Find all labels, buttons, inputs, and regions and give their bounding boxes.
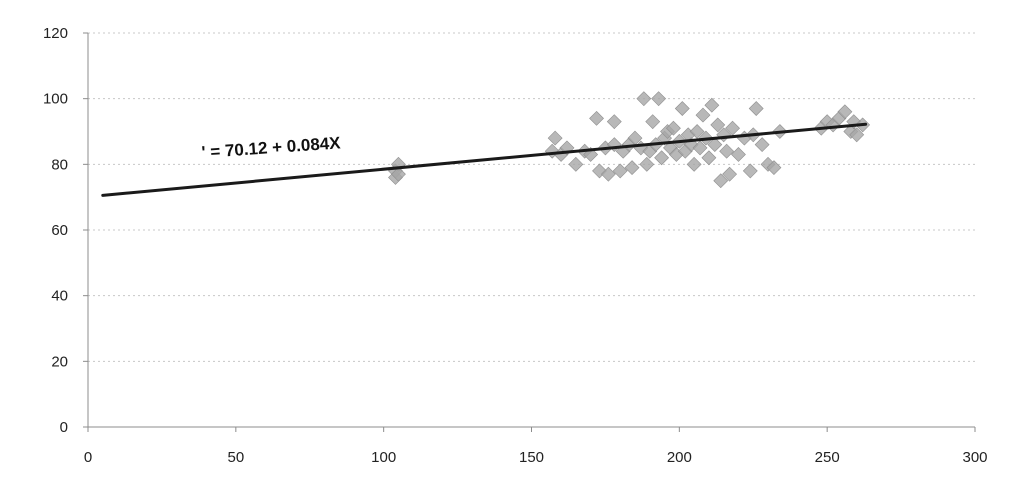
- x-tick-label: 200: [667, 449, 692, 466]
- data-point: [568, 156, 584, 172]
- data-point: [849, 127, 865, 143]
- data-point: [665, 120, 681, 136]
- data-points: [388, 91, 871, 189]
- data-point: [547, 130, 563, 146]
- y-tick-label: 0: [60, 419, 68, 436]
- y-tick-label: 80: [51, 156, 68, 173]
- data-point: [748, 101, 764, 116]
- data-point: [654, 150, 670, 166]
- data-point: [636, 91, 652, 107]
- x-tick-label: 300: [962, 449, 987, 466]
- y-tick-label: 40: [51, 288, 68, 305]
- data-point: [674, 101, 690, 116]
- data-point: [692, 140, 708, 156]
- data-point: [606, 114, 622, 130]
- x-tick-label: 150: [519, 449, 544, 466]
- data-point: [645, 114, 661, 130]
- data-point: [612, 163, 628, 179]
- y-axis: 0 20 40 60 80 100 120: [43, 25, 89, 436]
- data-point: [686, 156, 702, 172]
- data-point: [701, 150, 717, 166]
- data-point: [766, 160, 782, 176]
- data-point: [722, 166, 738, 182]
- data-point: [624, 160, 640, 176]
- x-axis: 0 50 100 150 200 250 300: [84, 426, 988, 466]
- data-point: [731, 147, 746, 162]
- data-point: [704, 97, 720, 113]
- data-point: [600, 166, 616, 182]
- data-point: [713, 173, 729, 189]
- y-tick-label: 100: [43, 91, 68, 108]
- data-point: [710, 117, 726, 133]
- x-tick-label: 250: [815, 449, 840, 466]
- data-point: [837, 104, 853, 120]
- y-tick-label: 60: [51, 222, 68, 239]
- data-point: [589, 110, 604, 126]
- data-point: [742, 163, 758, 179]
- data-point: [719, 143, 735, 159]
- x-tick-label: 0: [84, 449, 92, 466]
- y-tick-label: 120: [43, 25, 68, 42]
- x-tick-label: 100: [371, 449, 396, 466]
- data-point: [695, 107, 711, 123]
- y-tick-label: 20: [51, 353, 68, 370]
- trendline-group: [101, 122, 868, 197]
- data-point: [639, 156, 655, 172]
- data-point: [707, 137, 723, 153]
- data-point: [754, 137, 770, 153]
- data-point: [391, 166, 406, 182]
- data-point: [651, 91, 667, 107]
- trendline: [101, 122, 868, 197]
- x-tick-label: 50: [227, 449, 244, 466]
